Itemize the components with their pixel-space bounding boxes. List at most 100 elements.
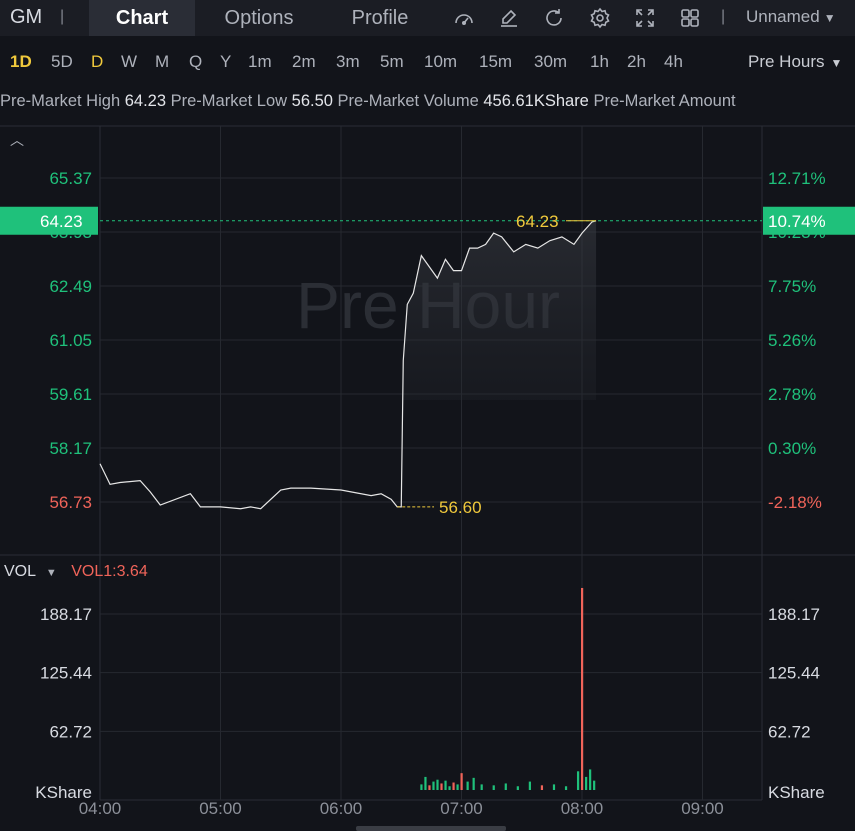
volume-bar [466, 781, 469, 790]
timeframe-4h[interactable]: 4h [664, 52, 683, 71]
volume-bar [516, 786, 519, 790]
timeframe-30m[interactable]: 30m [534, 52, 568, 71]
price-tick-label: 62.49 [49, 277, 92, 296]
current-price-tag [0, 206, 98, 235]
timeframe-5d[interactable]: 5D [51, 52, 73, 71]
premarket-amount-label: Pre-Market Amount [593, 92, 736, 110]
timeframe-1m[interactable]: 1m [248, 52, 272, 71]
percent-tick-label: 2.78% [768, 385, 816, 404]
price-tick-label: 56.73 [49, 493, 92, 512]
vol-unit-left: KShare [35, 783, 92, 802]
layout-name: Unnamed [746, 7, 820, 26]
timeframe-3m[interactable]: 3m [336, 52, 360, 71]
gauge-icon[interactable] [452, 6, 476, 30]
volume-bar [472, 777, 475, 790]
price-line [99, 220, 597, 510]
vol-tick-left: 188.17 [40, 605, 92, 624]
timeframe-2h[interactable]: 2h [627, 52, 646, 71]
timeframe-10m[interactable]: 10m [424, 52, 458, 71]
premarket-high-value: 64.23 [124, 92, 167, 110]
percent-tick-label: 12.71% [768, 169, 826, 188]
refresh-icon[interactable] [542, 6, 566, 30]
price-chart[interactable]: 04:00 05:00 06:00 07:00 08:00 09:00 65.37 12.71… [0, 120, 855, 831]
volume-bar [576, 771, 580, 790]
premarket-volume-label: Pre-Market Volume [337, 92, 479, 110]
timeframe-1h[interactable]: 1h [590, 52, 609, 71]
grid-layout-icon[interactable] [678, 6, 702, 30]
price-tick-label: 58.17 [49, 439, 92, 458]
volume-bar [420, 784, 423, 790]
volume-bar [504, 783, 507, 790]
price-area-fill [403, 220, 597, 505]
high-marker-label: 64.23 [516, 212, 559, 231]
volume-bar [492, 785, 495, 790]
timeframe-15m[interactable]: 15m [479, 52, 513, 71]
current-percent-tag [763, 206, 855, 235]
timeframe-5m[interactable]: 5m [380, 52, 404, 71]
volume-bar [528, 781, 531, 790]
top-bar: GM | Chart Options Profile | Unnamed ▼ [0, 0, 855, 36]
timeframe-1d[interactable]: 1D [10, 52, 32, 71]
timeframe-m[interactable]: M [155, 52, 170, 71]
timeframe-q[interactable]: Q [189, 52, 203, 71]
timeframe-w[interactable]: W [121, 52, 138, 71]
scroll-handle [356, 826, 506, 831]
session-label: Pre Hours [748, 52, 825, 71]
tab-options[interactable]: Options [224, 7, 294, 29]
volume-bar [432, 781, 435, 790]
price-tick-label: 65.37 [49, 169, 92, 188]
premarket-low-value: 56.50 [291, 92, 333, 110]
fullscreen-icon[interactable] [633, 6, 657, 30]
x-tick-label: 05:00 [199, 799, 242, 818]
volume-bar [581, 587, 584, 790]
vol-unit-right: KShare [768, 783, 825, 802]
x-tick-label: 07:00 [440, 799, 483, 818]
premarket-volume-value: 456.61KShare [483, 92, 589, 110]
vol-tick-right: 62.72 [768, 722, 811, 741]
collapse-caret-icon[interactable]: ︿ [10, 132, 24, 148]
volume-bar [589, 769, 592, 790]
premarket-high-label: Pre-Market High [0, 92, 121, 110]
percent-tick-label: -2.18% [768, 493, 822, 512]
volume-bar [456, 784, 459, 790]
current-percent-value: 10.74% [768, 212, 826, 231]
chevron-down-icon: ▼ [830, 56, 843, 70]
volume-bar [552, 784, 556, 790]
timeframe-d[interactable]: D [91, 52, 104, 71]
volume-bar [480, 784, 483, 790]
volume-bar [564, 786, 568, 790]
session-select[interactable]: Pre Hours ▼ [748, 52, 842, 72]
draw-icon[interactable] [497, 6, 521, 30]
volume-bar [436, 779, 439, 790]
tab-profile[interactable]: Profile [351, 7, 409, 29]
price-tick-label: 59.61 [49, 385, 92, 404]
settings-icon[interactable] [588, 6, 612, 30]
layout-selector[interactable]: Unnamed ▼ [746, 7, 836, 27]
percent-tick-label: 5.26% [768, 331, 816, 350]
x-tick-label: 04:00 [79, 799, 122, 818]
volume-label: VOL [4, 563, 36, 580]
timeframe-bar: 1D 5D D W M Q Y 1m 2m 3m 5m 10m 15m 30m 1h 2h 4h [0, 40, 855, 80]
premarket-info: Pre-Market High 64.23 Pre-Market Low 56.… [0, 92, 855, 116]
volume-bar [428, 785, 431, 790]
chevron-down-icon: ▼ [823, 11, 836, 25]
vol-tick-left: 125.44 [40, 664, 92, 683]
timeframe-2m[interactable]: 2m [292, 52, 316, 71]
x-tick-label: 06:00 [320, 799, 363, 818]
volume-header: VOL ▼ VOL1:3.64 [4, 563, 148, 581]
volume-bar [448, 786, 451, 790]
separator: | [721, 8, 726, 25]
x-tick-label: 08:00 [561, 799, 604, 818]
volume-bar [424, 776, 427, 790]
volume-bar [460, 773, 463, 790]
stock-symbol: GM [10, 6, 43, 28]
vol-tick-left: 62.72 [49, 722, 92, 741]
low-marker-label: 56.60 [439, 498, 482, 517]
volume-bar [440, 783, 443, 790]
current-price-value: 64.23 [40, 212, 83, 231]
tab-chart[interactable]: Chart [89, 0, 195, 36]
vol-tick-right: 125.44 [768, 664, 820, 683]
volume-bar [452, 782, 455, 790]
volume-dropdown-icon[interactable]: ▼ [45, 567, 57, 579]
timeframe-y[interactable]: Y [220, 52, 232, 71]
